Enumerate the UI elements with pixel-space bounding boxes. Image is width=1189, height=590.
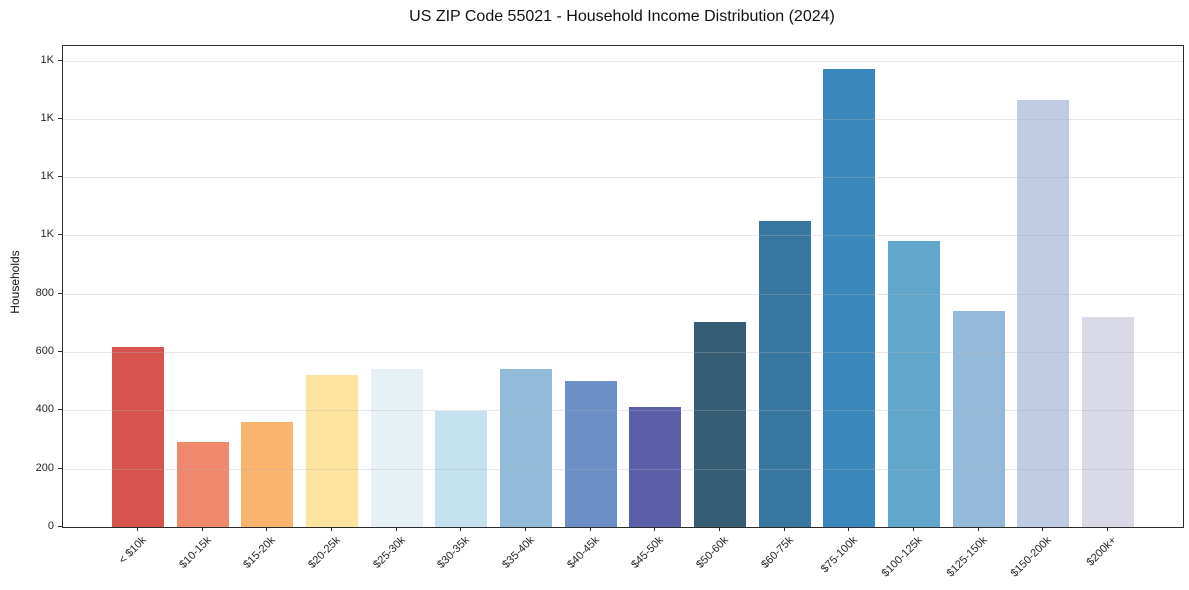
gridline xyxy=(63,468,1183,470)
plot-area xyxy=(62,45,1184,528)
x-tick-label: $60-75k xyxy=(758,534,796,571)
x-tick-label: $200k+ xyxy=(1084,534,1119,569)
gridline xyxy=(63,177,1183,179)
x-tick-label: $10-15k xyxy=(176,534,214,571)
gridline xyxy=(63,352,1183,354)
y-tick-label: 0 xyxy=(47,520,54,532)
y-tick-mark xyxy=(58,526,62,527)
x-tick-label: $45-50k xyxy=(629,534,667,571)
bar xyxy=(500,368,552,527)
x-tick-mark xyxy=(913,527,914,531)
bar xyxy=(629,407,682,527)
x-tick-mark xyxy=(848,527,850,531)
bar xyxy=(823,69,876,527)
y-tick-mark xyxy=(58,467,62,469)
gridline xyxy=(63,293,1183,295)
bar xyxy=(1082,316,1134,527)
x-tick-mark xyxy=(266,527,268,531)
y-tick-mark xyxy=(58,409,62,411)
y-tick-mark xyxy=(58,117,62,119)
x-tick-mark xyxy=(654,527,656,531)
x-tick-label: $25-30k xyxy=(370,534,408,571)
x-tick-mark xyxy=(783,527,785,531)
bar xyxy=(888,241,940,527)
bar xyxy=(435,410,488,527)
x-tick-label: $35-40k xyxy=(500,534,537,571)
x-tick-mark xyxy=(589,527,591,531)
x-tick-label: $20-25k xyxy=(306,534,343,571)
x-tick-label: $30-35k xyxy=(435,534,473,571)
x-tick-label: $100-125k xyxy=(879,534,925,580)
bar xyxy=(241,422,294,527)
y-axis-label: Households xyxy=(8,250,22,314)
x-tick-label: < $10k xyxy=(116,534,149,567)
x-tick-mark xyxy=(201,527,203,531)
x-tick-mark xyxy=(395,527,397,531)
y-tick-label: 1K xyxy=(40,111,54,124)
x-tick-label: $50-60k xyxy=(694,534,731,571)
x-tick-mark xyxy=(1107,527,1108,531)
y-tick-label: 1K xyxy=(40,53,54,66)
y-tick-label: 400 xyxy=(35,403,54,416)
x-tick-mark xyxy=(719,527,720,531)
x-tick-mark xyxy=(137,527,138,531)
y-tick-label: 1K xyxy=(40,228,54,241)
gridline xyxy=(63,235,1183,237)
bar xyxy=(306,375,358,527)
x-tick-label: $15-20k xyxy=(241,534,279,571)
y-tick-mark xyxy=(58,234,62,236)
bar xyxy=(112,346,164,527)
y-tick-mark xyxy=(58,176,62,178)
x-tick-label: $125-150k xyxy=(944,534,990,580)
y-tick-mark xyxy=(58,292,62,294)
y-tick-label: 200 xyxy=(35,461,54,474)
y-tick-label: 1K xyxy=(40,170,54,183)
bar xyxy=(176,442,229,527)
y-tick-label: 800 xyxy=(35,286,54,299)
x-tick-mark xyxy=(460,527,462,531)
bar xyxy=(1017,99,1070,527)
x-tick-label: $75-100k xyxy=(819,534,861,576)
gridline xyxy=(63,410,1183,412)
gridline xyxy=(63,118,1183,120)
bar xyxy=(370,369,423,527)
bar xyxy=(564,381,617,527)
chart-title: US ZIP Code 55021 - Household Income Dis… xyxy=(409,8,835,25)
bar xyxy=(758,221,811,527)
x-tick-mark xyxy=(331,527,332,531)
y-tick-mark xyxy=(58,351,62,353)
bar xyxy=(952,311,1005,527)
x-tick-mark xyxy=(977,527,979,531)
y-tick-label: 600 xyxy=(35,345,54,358)
y-tick-mark xyxy=(58,59,62,61)
x-tick-label: $40-45k xyxy=(564,534,602,571)
gridline xyxy=(63,60,1183,62)
bar xyxy=(694,322,746,527)
x-tick-mark xyxy=(525,527,526,531)
x-tick-mark xyxy=(1042,527,1044,531)
x-tick-label: $150-200k xyxy=(1008,534,1055,580)
